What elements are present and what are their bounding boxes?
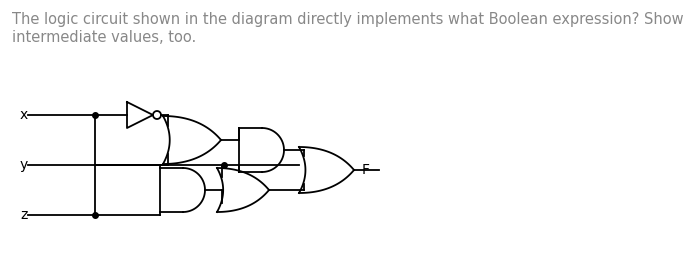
Text: intermediate values, too.: intermediate values, too. (12, 30, 196, 45)
Text: z: z (20, 208, 27, 222)
Text: x: x (20, 108, 28, 122)
Text: y: y (20, 158, 28, 172)
Text: F: F (362, 163, 370, 177)
Text: The logic circuit shown in the diagram directly implements what Boolean expressi: The logic circuit shown in the diagram d… (12, 12, 684, 27)
